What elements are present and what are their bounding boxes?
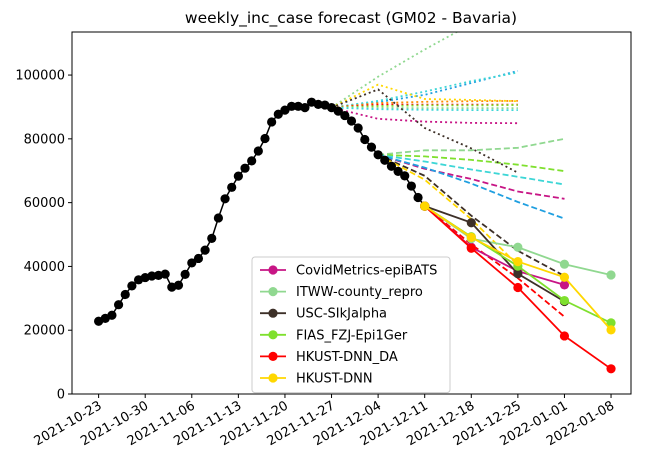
- y-tick-label: 0: [57, 388, 65, 403]
- observed-point: [406, 181, 416, 191]
- plot-frame: [71, 31, 632, 395]
- series-point-3: [606, 318, 616, 328]
- observed-point: [313, 99, 323, 109]
- series-point-1: [513, 242, 523, 252]
- observed-point: [340, 110, 350, 121]
- series-point-3: [559, 295, 570, 306]
- observed-point: [373, 150, 383, 160]
- series-point-5: [606, 325, 616, 335]
- observed-point: [300, 102, 310, 113]
- observed-point: [240, 163, 250, 173]
- y-tick-label: 80000: [24, 132, 65, 147]
- observed-point: [400, 171, 410, 181]
- observed-point: [127, 281, 137, 291]
- series-point-4: [606, 364, 616, 374]
- observed-point: [227, 182, 237, 192]
- series-point-1: [606, 270, 616, 280]
- observed-point: [247, 156, 257, 166]
- reference-line-16: [331, 106, 518, 111]
- observed-point: [353, 123, 363, 133]
- observed-point: [280, 105, 290, 115]
- legend-swatch-marker: [268, 308, 278, 318]
- observed-point: [287, 101, 297, 111]
- reference-line-10: [331, 71, 519, 109]
- observed-point: [393, 166, 403, 176]
- observed-point: [113, 300, 124, 310]
- plot-clipped-group: [94, 32, 616, 374]
- observed-point: [147, 271, 157, 281]
- series-point-4: [559, 331, 570, 341]
- series-point-4: [466, 243, 476, 253]
- y-tick-label: 100000: [15, 69, 65, 84]
- chart-title: weekly_inc_case forecast (GM02 - Bavaria…: [185, 9, 517, 28]
- observed-point: [187, 258, 197, 268]
- observed-point: [253, 146, 263, 156]
- series-point-1: [559, 259, 570, 269]
- observed-point: [273, 109, 283, 119]
- reference-line-1: [378, 153, 565, 172]
- legend-label: HKUST-DNN_DA: [296, 350, 398, 365]
- observed-point: [207, 233, 217, 243]
- reference-line-14: [331, 104, 518, 109]
- legend-swatch-marker: [268, 373, 278, 383]
- observed-point: [333, 106, 343, 116]
- reference-line-6: [424, 205, 566, 318]
- observed-point: [380, 155, 390, 165]
- y-tick-label: 40000: [24, 260, 65, 275]
- legend-swatch-marker: [268, 351, 278, 361]
- observed-point: [193, 253, 204, 264]
- y-tick-label: 60000: [24, 196, 65, 211]
- reference-line-2: [377, 153, 565, 186]
- legend-swatch-marker: [268, 330, 278, 340]
- series-point-4: [513, 282, 523, 293]
- legend-swatch-marker: [268, 287, 278, 297]
- observed-point: [220, 194, 230, 204]
- observed-point: [180, 269, 190, 279]
- series-point-5: [420, 201, 430, 211]
- y-tick-label: 20000: [24, 324, 65, 339]
- series-point-5: [513, 257, 523, 267]
- legend-label: CovidMetrics-epiBATS: [296, 264, 437, 279]
- series-point-5: [559, 272, 570, 282]
- observed-point: [260, 133, 270, 144]
- reference-line-18: [331, 88, 519, 174]
- observed-point: [213, 213, 224, 223]
- observed-point: [160, 269, 170, 279]
- legend-label: USC-SIkJalpha: [296, 307, 387, 322]
- reference-line-0: [378, 137, 565, 156]
- reference-line-5: [377, 153, 565, 277]
- legend-box: [251, 256, 451, 394]
- reference-line-4: [377, 153, 565, 220]
- observed-point: [120, 289, 130, 300]
- reference-line-11: [331, 83, 518, 109]
- observed-point: [233, 171, 243, 181]
- series-point-5: [466, 232, 476, 242]
- reference-line-8: [331, 32, 459, 109]
- series-point-0: [559, 280, 570, 290]
- observed-point: [107, 310, 117, 320]
- observed-point: [267, 117, 277, 127]
- observed-point: [386, 161, 397, 171]
- legend-swatch-marker: [268, 265, 278, 275]
- observed-point: [173, 280, 184, 290]
- observed-point: [360, 134, 370, 145]
- reference-line-17: [331, 106, 518, 125]
- legend-label: ITWW-county_repro: [296, 285, 423, 300]
- series-point-2: [466, 218, 476, 228]
- legend-label: FIAS_FZJ-Epi1Ger: [296, 328, 408, 343]
- legend: CovidMetrics-epiBATS ITWW-county_repro USC…: [251, 256, 451, 394]
- series-point-2: [513, 269, 523, 279]
- observed-point: [200, 245, 210, 255]
- reference-line-12: [331, 100, 518, 109]
- series-line-2: [424, 205, 565, 303]
- legend-label: HKUST-DNN: [296, 372, 373, 387]
- plot-area: [94, 32, 616, 374]
- observed-point: [366, 142, 377, 152]
- observed-point: [346, 116, 357, 126]
- observed-point: [413, 192, 423, 203]
